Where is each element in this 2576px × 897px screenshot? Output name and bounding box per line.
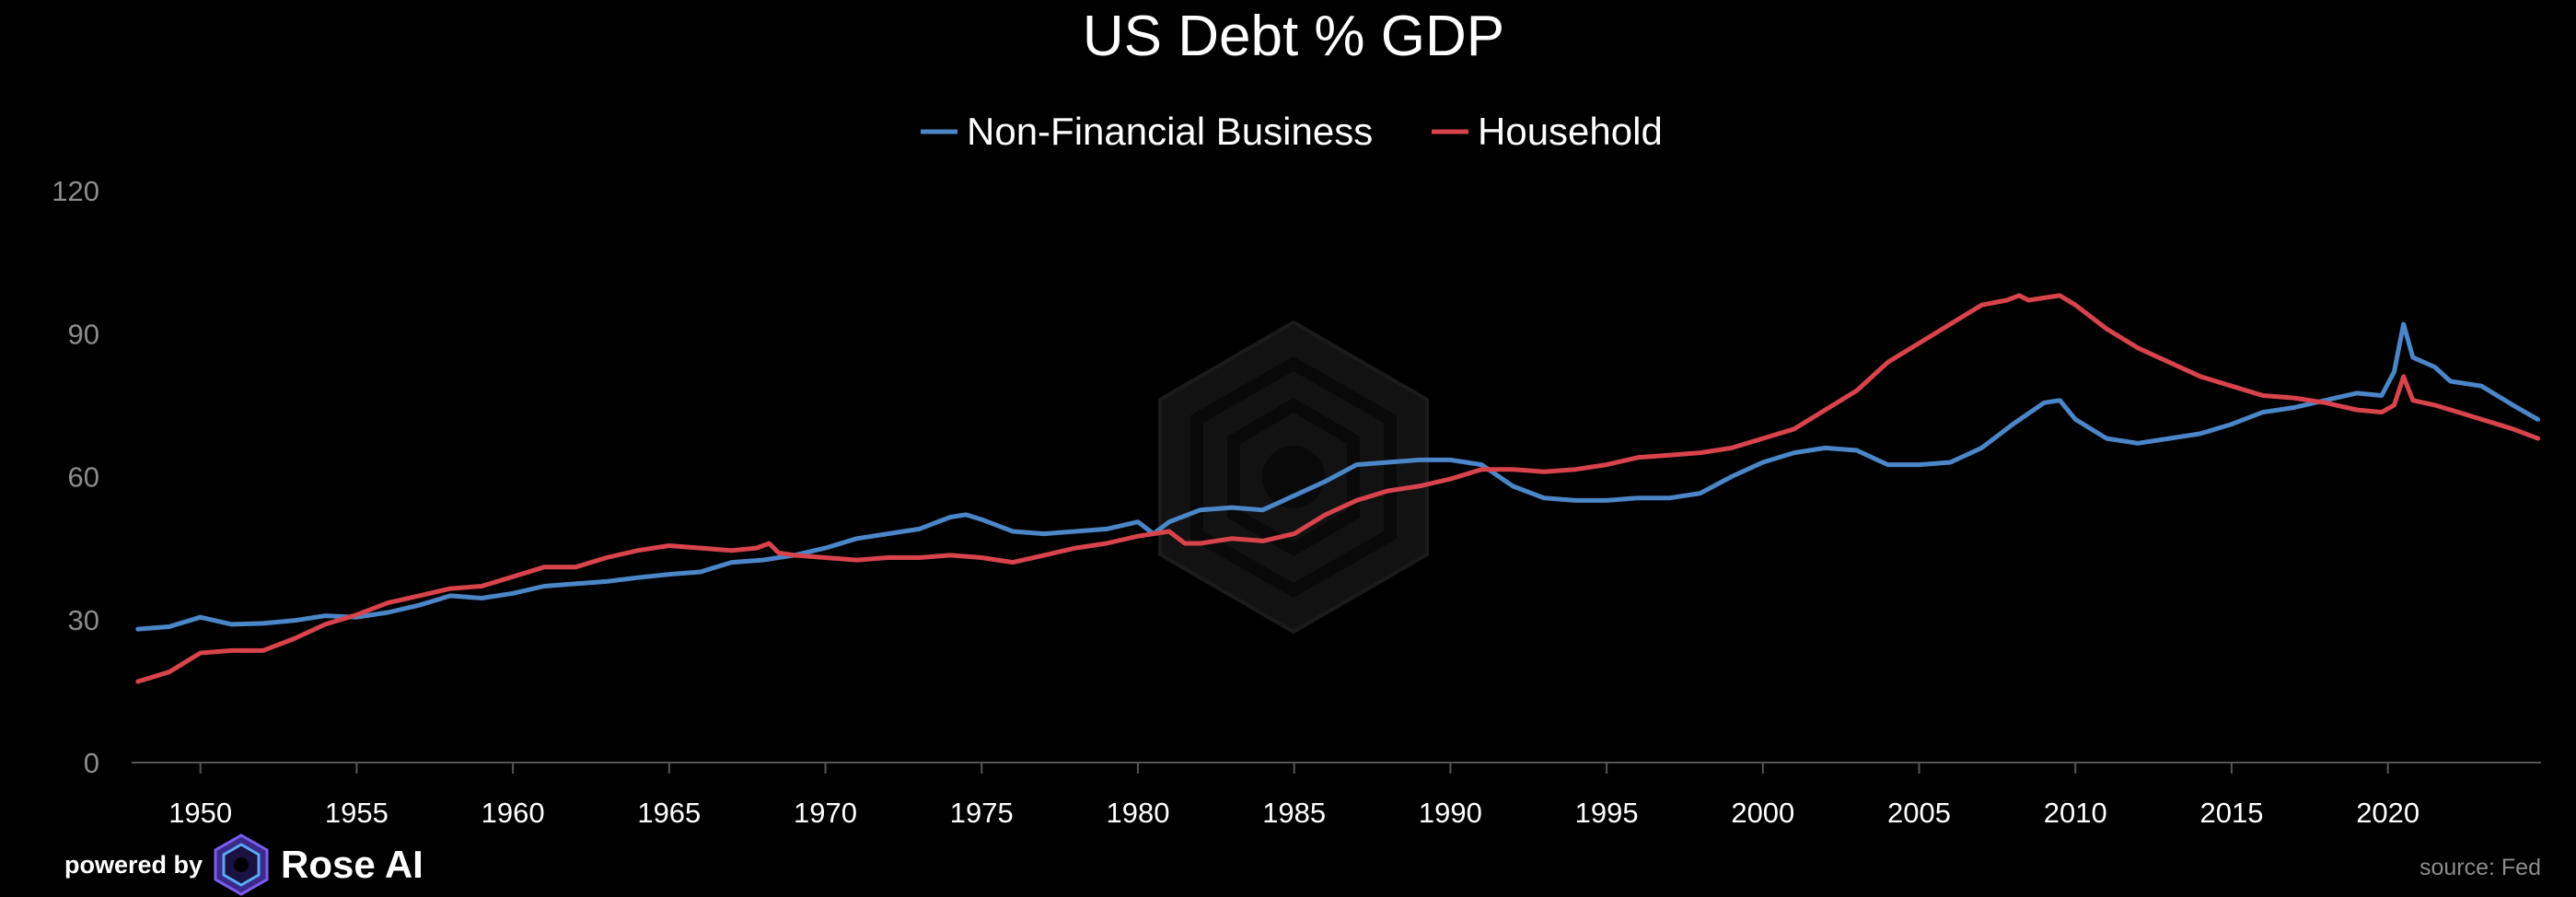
- powered-by-label: powered by: [64, 851, 203, 879]
- y-tick-label: 30: [68, 604, 99, 636]
- series-lines: [135, 293, 2541, 684]
- source-label: source: Fed: [2419, 855, 2541, 880]
- x-tick-label: 1970: [794, 797, 857, 829]
- x-tick-label: 2020: [2356, 797, 2419, 829]
- rose-ai-logo-icon: [214, 833, 269, 896]
- legend-label-business: Non-Financial Business: [967, 110, 1373, 153]
- y-tick-label: 60: [68, 461, 99, 494]
- y-tick-label: 0: [84, 747, 99, 779]
- x-tick-label: 2015: [2199, 797, 2263, 829]
- series-line-household: [135, 293, 2541, 684]
- x-tick-label: 1975: [950, 797, 1014, 829]
- x-tick-label: 1985: [1262, 797, 1326, 829]
- x-tick-label: 1955: [325, 797, 389, 829]
- x-tick-label: 2010: [2044, 797, 2107, 829]
- x-axis-ticks: 1950 1955 1960 1965 1970 1975 1980 1985 1990 1995…: [168, 763, 2419, 829]
- series-line-business: [135, 321, 2541, 632]
- x-tick-label: 1995: [1575, 797, 1639, 829]
- y-axis-ticks: 0 30 60 90 120: [52, 175, 99, 779]
- y-tick-label: 90: [68, 318, 99, 350]
- brand-name: Rose AI: [281, 843, 424, 886]
- y-tick-label: 120: [52, 175, 99, 207]
- x-tick-label: 1990: [1419, 797, 1482, 829]
- legend: Non-Financial Business Household: [921, 110, 1663, 153]
- x-tick-label: 1980: [1106, 797, 1169, 829]
- x-tick-label: 2000: [1731, 797, 1794, 829]
- x-tick-label: 1965: [637, 797, 701, 829]
- legend-label-household: Household: [1478, 110, 1663, 153]
- x-tick-label: 1950: [168, 797, 232, 829]
- x-tick-label: 2005: [1887, 797, 1951, 829]
- x-tick-label: 1960: [482, 797, 545, 829]
- rose-ai-watermark-icon: [1158, 320, 1429, 635]
- chart-title: US Debt % GDP: [1083, 5, 1504, 68]
